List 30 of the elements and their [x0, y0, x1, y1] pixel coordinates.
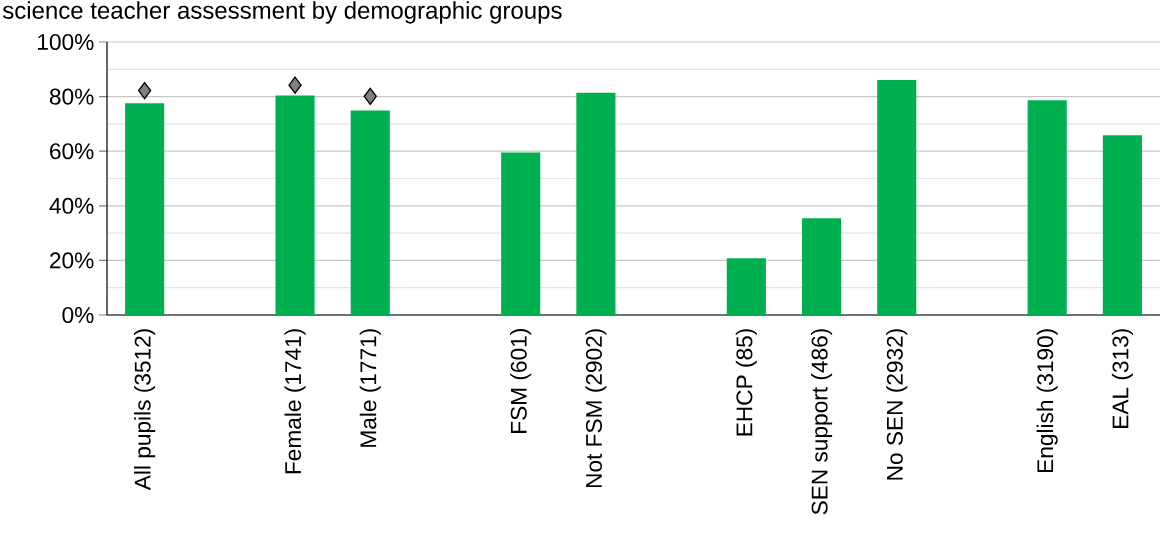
x-tick-label: EAL (313) — [1111, 329, 1133, 428]
x-tick-label: FSM (601) — [510, 329, 532, 433]
x-tick-label: Male (1771) — [359, 329, 381, 447]
bar — [275, 95, 315, 315]
y-tick-label: 80% — [49, 88, 94, 105]
x-tick-label: All pupils (3512) — [134, 329, 156, 491]
bar — [801, 218, 842, 315]
y-tick-label: 60% — [50, 143, 94, 160]
y-tick-label: 40% — [49, 197, 94, 214]
bar — [576, 92, 616, 315]
point — [363, 87, 377, 105]
y-tick-label: 100% — [38, 33, 94, 51]
bar — [726, 258, 766, 315]
x-tick-label: EHCP (85) — [735, 329, 757, 436]
x-tick-label: No SEN (2932) — [886, 329, 908, 480]
point — [137, 81, 152, 100]
x-tick-label: English (3190) — [1036, 329, 1058, 472]
bar — [350, 110, 390, 315]
point — [288, 76, 302, 94]
chart-title: science teacher assessment by demographic groups — [2, 1, 562, 24]
y-tick-label: 0% — [62, 306, 94, 324]
bar — [877, 79, 917, 315]
bar — [125, 103, 165, 315]
bar — [1027, 100, 1067, 315]
x-tick-label: Female (1741) — [284, 329, 306, 474]
y-tick-label: 20% — [50, 252, 94, 269]
x-tick-label: Not FSM (2902) — [585, 329, 607, 488]
bar — [501, 152, 541, 315]
bar — [1102, 135, 1142, 315]
x-tick-label: SEN support (486) — [810, 329, 833, 515]
